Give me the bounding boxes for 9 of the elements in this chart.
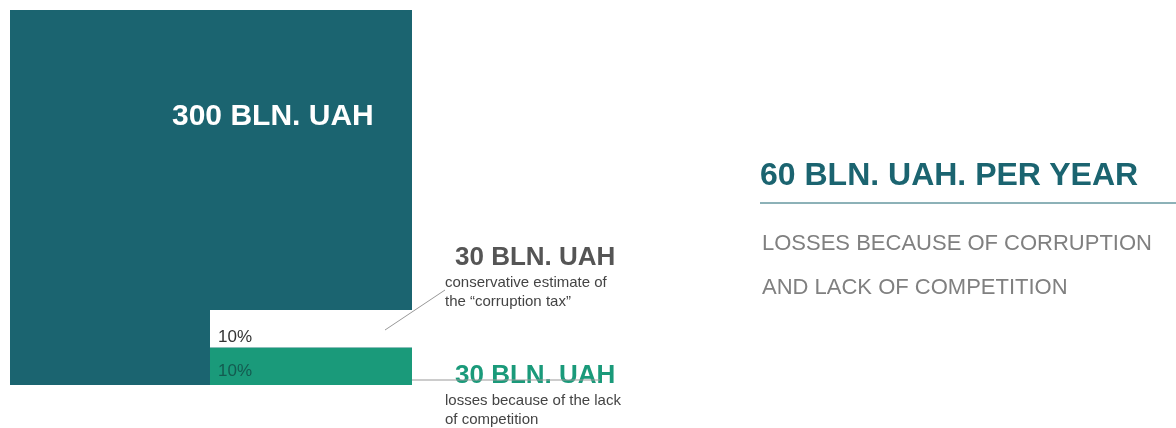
data-label: 30 BLN. UAH [455, 359, 616, 389]
text: 10% [218, 327, 253, 346]
category-label: conservative estimate of the “corruption tax” [445, 273, 608, 309]
category-label: losses because of the lack of competition [445, 391, 622, 427]
data-label: 300 BLN. UAH [172, 98, 374, 131]
text: LOSSES BECAUSE OF CORRUPTION AND LACK OF COMPETITION [762, 230, 1152, 299]
text: 60 BLN. UAH. PER YEAR [760, 156, 1139, 192]
text: 10% [218, 361, 253, 380]
data-label: 30 BLN. UAH [455, 241, 616, 271]
